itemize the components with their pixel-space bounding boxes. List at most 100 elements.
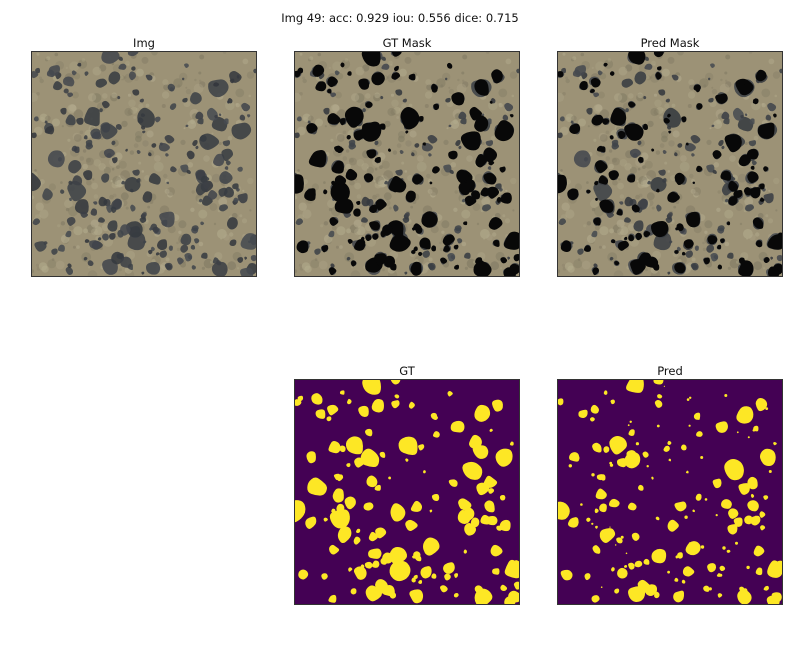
mask-blob xyxy=(350,260,357,267)
vegetation-blob xyxy=(361,217,368,223)
vegetation-blob xyxy=(66,216,76,226)
vegetation-blob xyxy=(362,108,366,113)
vegetation-blob xyxy=(151,143,157,148)
mask-foreground-blob xyxy=(739,409,745,415)
vegetation-blob xyxy=(667,212,673,218)
mask-blob xyxy=(681,116,687,123)
mask-blob xyxy=(480,187,491,197)
mask-foreground-blob xyxy=(328,594,337,603)
mask-foreground-blob xyxy=(420,566,432,579)
mask-foreground-blob xyxy=(345,436,363,455)
mask-blob xyxy=(315,81,327,92)
mask-blob xyxy=(729,181,737,188)
vegetation-blob xyxy=(65,266,74,275)
vegetation-blob xyxy=(495,183,502,190)
mask-foreground-blob xyxy=(390,380,401,385)
mask-foreground-blob xyxy=(375,527,387,539)
mask-blob xyxy=(614,260,620,266)
vegetation-blob xyxy=(32,172,41,192)
vegetation-blob xyxy=(186,150,195,160)
vegetation-blob xyxy=(712,169,717,175)
mask-blob xyxy=(375,199,387,211)
vegetation-blob xyxy=(108,71,121,85)
image-panel-pred xyxy=(557,379,783,605)
mask-foreground-blob xyxy=(499,494,506,501)
mask-foreground-blob xyxy=(616,458,627,468)
vegetation-blob xyxy=(662,149,667,155)
mask-foreground-blob xyxy=(311,393,323,405)
mask-blob xyxy=(750,165,755,170)
mask-foreground-blob xyxy=(677,552,683,559)
mask-foreground-blob xyxy=(610,399,615,405)
vegetation-blob xyxy=(177,257,184,265)
vegetation-blob xyxy=(199,134,207,142)
vegetation-blob xyxy=(65,114,76,126)
mask-foreground-blob xyxy=(306,451,316,464)
vegetation-blob xyxy=(180,233,192,246)
mask-foreground-blob xyxy=(295,500,306,523)
mask-foreground-blob xyxy=(464,508,474,518)
vegetation-blob xyxy=(139,217,147,223)
mask-blob xyxy=(728,196,738,206)
mask-blob xyxy=(432,166,440,174)
vegetation-blob xyxy=(694,245,699,251)
mask-blob xyxy=(558,174,567,194)
mask-blob xyxy=(686,211,701,228)
mask-blob xyxy=(460,131,481,151)
vegetation-blob xyxy=(185,124,189,128)
vegetation-blob xyxy=(159,250,167,258)
vegetation-blob xyxy=(57,244,65,252)
vegetation-blob xyxy=(184,253,193,262)
mask-foreground-blob xyxy=(353,566,367,580)
vegetation-blob xyxy=(314,248,321,255)
vegetation-blob xyxy=(211,261,228,276)
mask-foreground-blob xyxy=(634,560,643,568)
mask-blob xyxy=(323,189,328,195)
mask-foreground-blob xyxy=(616,537,623,544)
vegetation-blob xyxy=(779,68,782,74)
vegetation-blob xyxy=(60,189,65,194)
vegetation-blob xyxy=(643,95,647,100)
mask-foreground-blob xyxy=(628,562,635,570)
vegetation-blob xyxy=(763,193,774,204)
mask-foreground-blob xyxy=(645,584,658,597)
vegetation-blob xyxy=(120,256,132,268)
mask-foreground-blob xyxy=(595,488,607,500)
vegetation-blob xyxy=(137,107,155,128)
mask-foreground-blob xyxy=(344,496,356,510)
mask-foreground-blob xyxy=(346,398,352,405)
vegetation-blob xyxy=(130,204,136,212)
mask-foreground-blob xyxy=(484,500,495,513)
mask-foreground-blob xyxy=(753,545,765,557)
mask-foreground-blob xyxy=(389,560,411,582)
mask-foreground-blob xyxy=(398,436,418,456)
mask-foreground-blob xyxy=(409,589,424,604)
vegetation-blob xyxy=(87,260,94,267)
vegetation-blob xyxy=(195,111,204,120)
mask-foreground-blob xyxy=(671,527,674,530)
vegetation-blob xyxy=(154,116,161,123)
vegetation-blob xyxy=(559,116,565,122)
mask-foreground-blob xyxy=(358,405,369,417)
vegetation-blob xyxy=(395,89,403,96)
mask-blob xyxy=(739,82,745,87)
vegetation-blob xyxy=(108,232,116,240)
mask-blob xyxy=(579,81,588,91)
mask-blob xyxy=(668,130,671,134)
mask-blob xyxy=(638,156,644,163)
mask-speck xyxy=(620,535,624,539)
mask-foreground-blob xyxy=(586,517,591,522)
figure-title: Img 49: acc: 0.929 iou: 0.556 dice: 0.71… xyxy=(281,11,519,25)
mask-blob xyxy=(340,62,345,68)
vegetation-blob xyxy=(250,255,256,262)
vegetation-blob xyxy=(691,153,695,157)
vegetation-blob xyxy=(207,190,218,200)
mask-foreground-blob xyxy=(592,442,602,453)
mask-blob xyxy=(692,181,695,185)
mask-blob xyxy=(380,230,387,238)
mask-blob xyxy=(334,198,354,214)
mask-foreground-blob xyxy=(624,452,641,469)
mask-foreground-blob xyxy=(595,525,598,529)
mask-foreground-blob xyxy=(638,484,644,491)
vegetation-blob xyxy=(499,188,503,192)
